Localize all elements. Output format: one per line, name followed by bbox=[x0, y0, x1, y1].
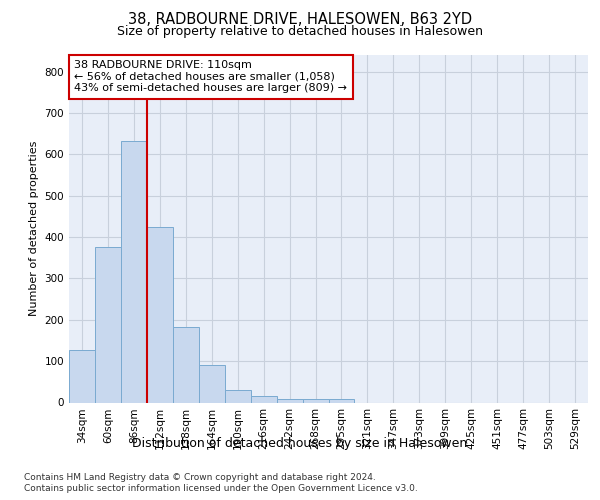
Bar bbox=[173, 327, 199, 402]
Text: Distribution of detached houses by size in Halesowen: Distribution of detached houses by size … bbox=[133, 438, 467, 450]
Bar bbox=[251, 396, 277, 402]
Bar bbox=[95, 248, 121, 402]
Text: Size of property relative to detached houses in Halesowen: Size of property relative to detached ho… bbox=[117, 25, 483, 38]
Bar bbox=[147, 226, 173, 402]
Bar bbox=[69, 350, 95, 403]
Text: 38 RADBOURNE DRIVE: 110sqm
← 56% of detached houses are smaller (1,058)
43% of s: 38 RADBOURNE DRIVE: 110sqm ← 56% of deta… bbox=[74, 60, 347, 94]
Text: Contains public sector information licensed under the Open Government Licence v3: Contains public sector information licen… bbox=[24, 484, 418, 493]
Text: Contains HM Land Registry data © Crown copyright and database right 2024.: Contains HM Land Registry data © Crown c… bbox=[24, 472, 376, 482]
Bar bbox=[302, 399, 329, 402]
Text: 38, RADBOURNE DRIVE, HALESOWEN, B63 2YD: 38, RADBOURNE DRIVE, HALESOWEN, B63 2YD bbox=[128, 12, 472, 28]
Bar bbox=[199, 366, 224, 403]
Bar bbox=[329, 399, 355, 402]
Bar bbox=[225, 390, 251, 402]
Bar bbox=[277, 399, 302, 402]
Y-axis label: Number of detached properties: Number of detached properties bbox=[29, 141, 39, 316]
Bar bbox=[121, 141, 147, 403]
